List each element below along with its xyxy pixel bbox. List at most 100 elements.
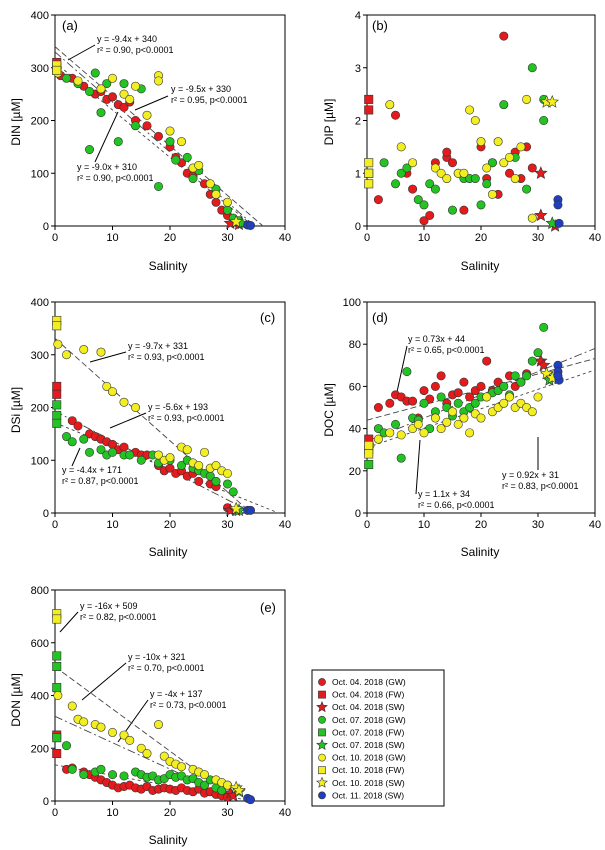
data-point	[364, 459, 374, 469]
legend-marker	[318, 678, 326, 686]
x-tick-label: 40	[279, 519, 291, 531]
annotation-eq-2: y = -5.6x + 193	[148, 402, 208, 412]
x-axis-label: Salinity	[149, 545, 188, 559]
y-tick-label: 100	[31, 168, 49, 180]
annotation-eq-3: y = -4.4x + 171	[62, 465, 122, 475]
legend-label: Oct. 04. 2018 (SW)	[332, 702, 405, 712]
y-tick-label: 1	[355, 168, 361, 180]
data-point	[194, 476, 204, 486]
data-point	[200, 770, 210, 780]
data-point	[373, 434, 383, 444]
data-point	[510, 174, 520, 184]
data-point	[430, 163, 440, 173]
data-point	[194, 461, 204, 471]
annotation-stat-1: r² = 0.93, p<0.0001	[128, 352, 205, 362]
annotation-stat-2: r² = 0.70, p<0.0001	[128, 663, 205, 673]
data-point	[436, 424, 446, 434]
x-tick-label: 0	[52, 232, 58, 244]
data-point	[487, 189, 497, 199]
data-point	[211, 461, 221, 471]
data-point	[154, 131, 164, 141]
data-point	[465, 392, 475, 402]
y-tick-label: 100	[343, 297, 361, 309]
data-point	[447, 205, 457, 215]
panel-a: (a) Salinity DIN [µM] y = -9.4x + 340 r²…	[9, 10, 291, 273]
data-point	[425, 179, 435, 189]
data-point	[527, 356, 537, 366]
y-tick-label: 200	[31, 403, 49, 415]
annotation-stat-1: r² = 0.82, p<0.0001	[80, 612, 157, 622]
y-tick-label: 300	[31, 63, 49, 75]
fit-line	[54, 715, 240, 802]
data-point	[188, 174, 198, 184]
annotation-pointer	[415, 439, 421, 495]
data-point	[52, 418, 62, 428]
data-point	[108, 92, 118, 102]
annotation-eq-3: y = 0.92x + 31	[502, 470, 559, 480]
data-point	[364, 94, 374, 104]
data-point	[364, 168, 374, 178]
legend: Oct. 04. 2018 (GW) Oct. 04. 2018 (FW) Oct.…	[311, 669, 445, 807]
data-point	[131, 81, 141, 91]
data-point	[470, 116, 480, 126]
legend-marker	[316, 738, 328, 751]
y-tick-label: 200	[31, 116, 49, 128]
data-point	[61, 73, 71, 83]
data-point	[465, 105, 475, 115]
data-point	[413, 195, 423, 205]
data-point	[61, 350, 71, 360]
data-point	[154, 720, 164, 730]
data-point	[373, 402, 383, 412]
annotation-stat-1: r² = 0.65, p<0.0001	[408, 345, 485, 355]
data-point	[52, 410, 62, 420]
data-point	[131, 121, 141, 131]
legend-label: Oct. 04. 2018 (FW)	[332, 690, 404, 700]
data-point	[119, 102, 129, 112]
y-tick-label: 400	[31, 297, 49, 309]
panel-label: (d)	[372, 310, 388, 325]
data-point	[413, 419, 423, 429]
data-point	[108, 73, 118, 83]
data-point	[408, 184, 418, 194]
data-point	[246, 220, 256, 230]
data-point	[154, 450, 164, 460]
x-tick-label: 40	[279, 232, 291, 244]
data-point	[527, 213, 537, 223]
data-point	[85, 145, 95, 155]
data-point	[419, 216, 429, 226]
data-point	[136, 455, 146, 465]
data-point	[482, 179, 492, 189]
x-tick-label: 40	[279, 807, 291, 819]
legend-label: Oct. 04. 2018 (GW)	[332, 677, 406, 687]
data-point	[459, 168, 469, 178]
annotation-pointer	[81, 662, 127, 701]
y-tick-label: 100	[31, 455, 49, 467]
y-tick-label: 200	[31, 743, 49, 755]
data-point	[142, 121, 152, 131]
data-point	[364, 179, 374, 189]
data-point	[402, 163, 412, 173]
y-axis-label: DOC [µM]	[322, 383, 336, 437]
data-point	[194, 160, 204, 170]
data-point	[200, 780, 210, 790]
data-point	[453, 388, 463, 398]
data-point	[510, 371, 520, 381]
data-point	[553, 200, 563, 210]
x-tick-label: 20	[475, 232, 487, 244]
fit-line	[54, 338, 252, 514]
data-point	[545, 94, 559, 108]
annotation-eq-3: y = -9.0x + 310	[77, 162, 137, 172]
data-point	[102, 381, 112, 391]
y-tick-label: 0	[43, 508, 49, 520]
data-point	[385, 398, 395, 408]
data-point	[396, 168, 406, 178]
data-point	[522, 184, 532, 194]
legend-label: Oct. 10. 2018 (FW)	[332, 765, 404, 775]
data-point	[476, 381, 486, 391]
data-point	[154, 76, 164, 86]
data-point	[430, 184, 440, 194]
annotation-stat-2: r² = 0.93, p<0.0001	[148, 413, 225, 423]
data-point	[504, 392, 514, 402]
data-point	[408, 158, 418, 168]
x-tick-label: 0	[364, 519, 370, 531]
